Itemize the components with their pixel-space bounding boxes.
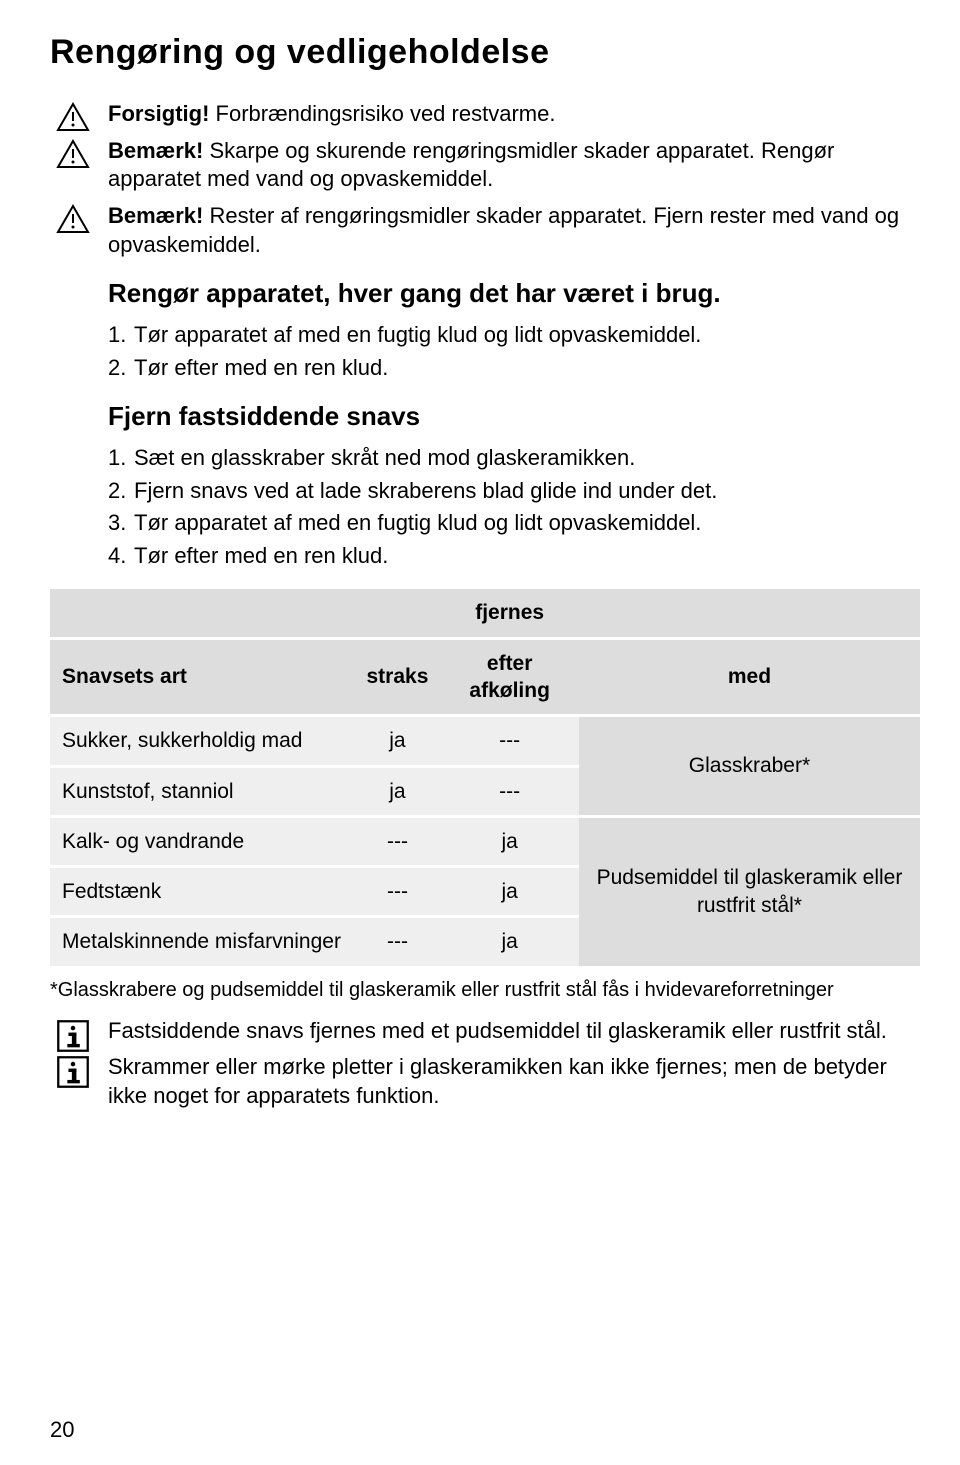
- list-item: 4.Tør efter med en ren klud.: [108, 542, 920, 571]
- section2-heading: Fjern fastsiddende snavs: [108, 400, 920, 434]
- table-header: med: [579, 640, 920, 715]
- table-row: Sukker, sukkerholdig mad ja --- Glasskra…: [50, 717, 920, 764]
- table-row: fjernes: [50, 589, 920, 636]
- list-item: 1.Sæt en glasskraber skråt ned mod glask…: [108, 444, 920, 473]
- warning-label: Forsigtig!: [108, 101, 209, 126]
- page-number: 20: [50, 1416, 74, 1445]
- section2-steps: 1.Sæt en glasskraber skråt ned mod glask…: [50, 444, 920, 570]
- info-icon: [56, 1055, 90, 1085]
- remedy-cell: Pudsemiddel til glaskeramik eller rustfr…: [579, 818, 920, 966]
- caution-icon: [56, 102, 90, 132]
- warning-text: Forbrændingsrisiko ved restvarme.: [209, 101, 555, 126]
- section1-steps: 1.Tør apparatet af med en fugtig klud og…: [50, 321, 920, 382]
- caution-icon: [56, 204, 90, 234]
- warning-label: Bemærk!: [108, 203, 203, 228]
- table-header-top: fjernes: [440, 589, 579, 636]
- list-item: 3.Tør apparatet af med en fugtig klud og…: [108, 509, 920, 538]
- warning-text: Rester af rengøringsmidler skader appara…: [108, 203, 899, 257]
- warning-3: Bemærk! Rester af rengøringsmidler skade…: [50, 202, 920, 259]
- warning-2: Bemærk! Skarpe og skurende rengøringsmid…: [50, 137, 920, 194]
- cleaning-table: fjernes Snavsets art straks efter afkøli…: [50, 586, 920, 968]
- warning-label: Bemærk!: [108, 138, 203, 163]
- table-row: Snavsets art straks efter afkøling med: [50, 640, 920, 715]
- caution-icon: [56, 139, 90, 169]
- info-icon: [56, 1019, 90, 1049]
- table-footnote: *Glasskrabere og pudsemiddel til glasker…: [50, 977, 920, 1003]
- page-title: Rengøring og vedligeholdelse: [50, 30, 920, 74]
- remedy-cell: Glasskraber*: [579, 717, 920, 815]
- info-text: Skrammer eller mørke pletter i glaskeram…: [108, 1053, 920, 1110]
- table-row: Kalk- og vandrande --- ja Pudsemiddel ti…: [50, 818, 920, 865]
- info-text: Fastsiddende snavs fjernes med et pudsem…: [108, 1017, 920, 1046]
- table-header: Snavsets art: [50, 640, 355, 715]
- section1-heading: Rengør apparatet, hver gang det har være…: [108, 277, 920, 311]
- table-header: straks: [355, 640, 441, 715]
- info-note-1: Fastsiddende snavs fjernes med et pudsem…: [50, 1017, 920, 1046]
- info-note-2: Skrammer eller mørke pletter i glaskeram…: [50, 1053, 920, 1110]
- table-header: efter afkøling: [440, 640, 579, 715]
- warning-text: Skarpe og skurende rengøringsmidler skad…: [108, 138, 834, 192]
- list-item: 2.Fjern snavs ved at lade skraberens bla…: [108, 477, 920, 506]
- list-item: 2.Tør efter med en ren klud.: [108, 354, 920, 383]
- warning-1: Forsigtig! Forbrændingsrisiko ved restva…: [50, 100, 920, 129]
- list-item: 1.Tør apparatet af med en fugtig klud og…: [108, 321, 920, 350]
